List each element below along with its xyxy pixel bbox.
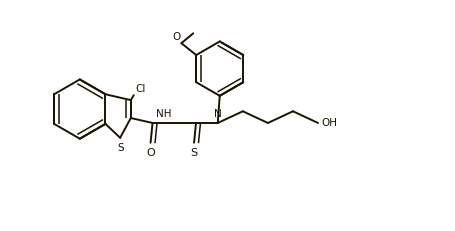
Text: N: N: [213, 109, 221, 119]
Text: S: S: [190, 148, 197, 158]
Text: O: O: [146, 148, 155, 158]
Text: Cl: Cl: [136, 84, 146, 94]
Text: O: O: [172, 32, 180, 42]
Text: OH: OH: [320, 118, 336, 128]
Text: S: S: [117, 143, 124, 153]
Text: NH: NH: [155, 109, 171, 119]
